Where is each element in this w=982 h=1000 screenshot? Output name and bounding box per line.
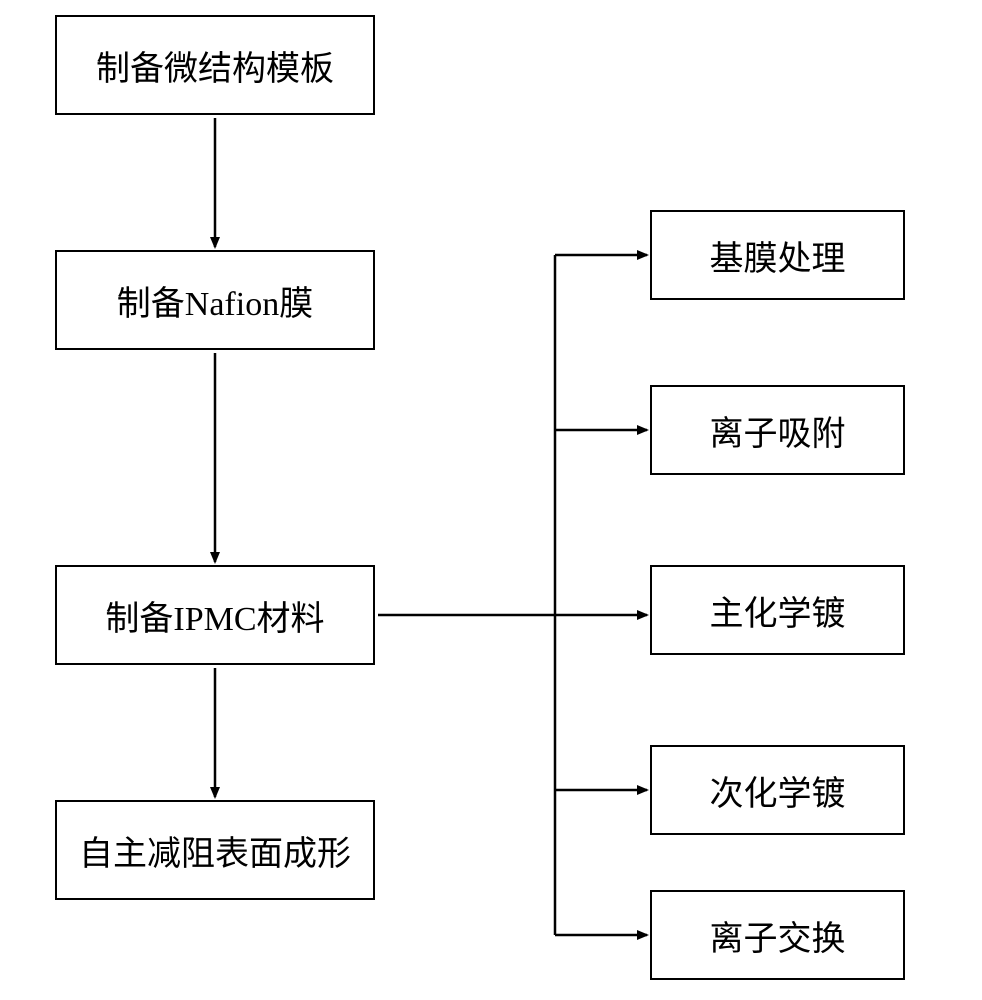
flowchart-node-s5: 离子交换 [650,890,905,980]
flowchart-node-s2: 离子吸附 [650,385,905,475]
flowchart-node-n4: 自主减阻表面成形 [55,800,375,900]
flowchart-node-n2: 制备Nafion膜 [55,250,375,350]
flowchart-node-s4: 次化学镀 [650,745,905,835]
flowchart-node-s1: 基膜处理 [650,210,905,300]
flowchart-node-s3: 主化学镀 [650,565,905,655]
flowchart-node-n3: 制备IPMC材料 [55,565,375,665]
flowchart-container: 制备微结构模板制备Nafion膜制备IPMC材料自主减阻表面成形 基膜处理离子吸附… [0,0,982,1000]
flowchart-node-n1: 制备微结构模板 [55,15,375,115]
